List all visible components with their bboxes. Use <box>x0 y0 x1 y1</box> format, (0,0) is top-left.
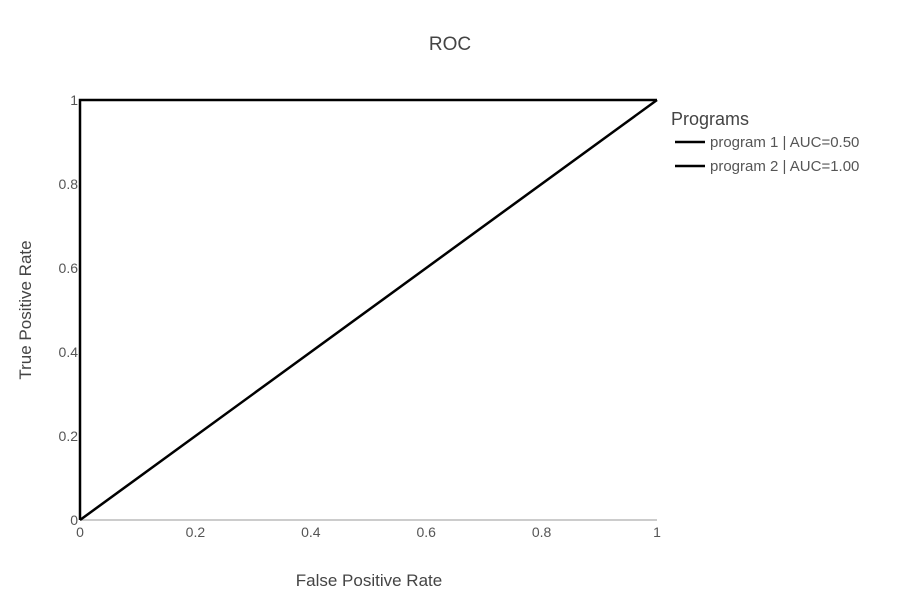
x-tick-label: 0.4 <box>301 524 321 540</box>
x-axis-title: False Positive Rate <box>296 571 442 590</box>
y-tick-label: 0.6 <box>59 260 79 276</box>
series-line-1 <box>79 98 658 522</box>
chart-title: ROC <box>429 34 471 55</box>
x-tick-label: 0.8 <box>532 524 552 540</box>
y-tick-label: 0.8 <box>59 176 79 192</box>
y-tick-label: 0 <box>70 512 78 528</box>
x-tick-label: 0.2 <box>186 524 206 540</box>
y-tick-label: 0.2 <box>59 428 79 444</box>
series-lines <box>78 98 658 522</box>
x-tick-label: 0 <box>76 524 84 540</box>
legend-label-1: program 1 | AUC=0.50 <box>710 134 859 151</box>
series-line-2 <box>78 98 657 520</box>
legend-items: program 1 | AUC=0.50 program 2 | AUC=1.00 <box>675 134 859 175</box>
y-tick-label: 1 <box>70 92 78 108</box>
y-axis-title: True Positive Rate <box>16 240 35 379</box>
legend-title: Programs <box>671 109 749 129</box>
legend: Programs program 1 | AUC=0.50 program 2 |… <box>671 109 859 175</box>
y-tick-labels: 0 0.2 0.4 0.6 0.8 1 <box>59 92 79 528</box>
x-tick-labels: 0 0.2 0.4 0.6 0.8 1 <box>76 524 661 540</box>
x-tick-label: 0.6 <box>416 524 436 540</box>
y-tick-label: 0.4 <box>59 344 79 360</box>
x-tick-label: 1 <box>653 524 661 540</box>
legend-label-2: program 2 | AUC=1.00 <box>710 158 859 175</box>
